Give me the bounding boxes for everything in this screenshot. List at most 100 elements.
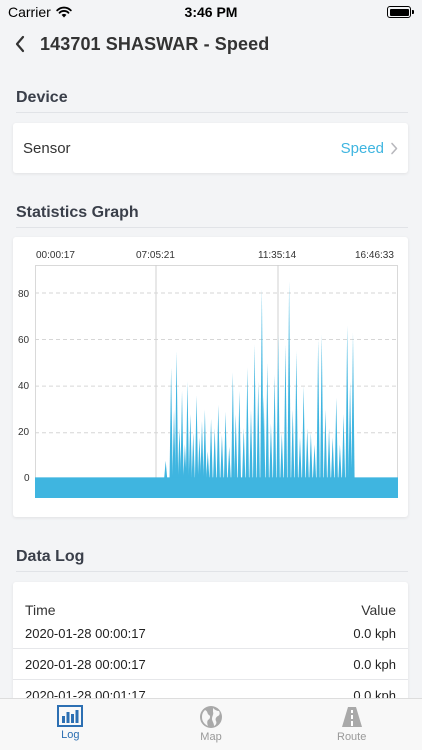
zero-baseline-band	[35, 477, 398, 498]
grid-lines	[35, 292, 398, 434]
page-title: 143701 SHASWAR - Speed	[40, 33, 270, 54]
table-row[interactable]: 2020-01-28 00:00:17 0.0 kph	[13, 649, 408, 680]
speed-spike	[312, 444, 317, 480]
speed-spike	[177, 428, 182, 480]
speed-spike	[206, 451, 210, 480]
road-icon	[341, 707, 362, 727]
log-cell-time: 2020-01-28 00:00:17	[25, 656, 146, 672]
speed-spike	[242, 428, 246, 480]
nav-bar: 143701 SHASWAR - Speed	[0, 28, 422, 60]
speed-spike	[331, 437, 335, 480]
log-header-row: Time Value	[13, 582, 408, 618]
device-card: Sensor Speed	[13, 123, 408, 173]
tab-map[interactable]: Map	[141, 699, 282, 750]
log-cell-time: 2020-01-28 00:00:17	[25, 625, 146, 641]
speed-spike	[197, 437, 202, 480]
battery-icon	[387, 6, 411, 18]
section-divider	[16, 227, 408, 228]
tab-label: Log	[61, 729, 80, 741]
speed-spike	[203, 409, 207, 480]
y-tick-label: 60	[18, 335, 30, 346]
sensor-row[interactable]: Sensor Speed	[13, 123, 408, 173]
speed-spike	[174, 351, 179, 480]
speed-spike	[249, 409, 253, 480]
speed-spike	[200, 421, 204, 480]
table-row[interactable]: 2020-01-28 00:00:17 0.0 kph	[13, 618, 408, 649]
speed-spike	[272, 374, 277, 480]
speed-spike	[185, 381, 190, 480]
speed-spike	[223, 411, 228, 480]
tab-label: Route	[337, 731, 367, 743]
time-tick-label: 16:46:33	[355, 250, 394, 261]
speed-spike	[245, 367, 249, 480]
speed-spike	[231, 372, 235, 480]
speed-spike	[209, 418, 213, 480]
y-tick-label: 80	[18, 289, 30, 300]
time-tick-label: 11:35:14	[258, 250, 297, 261]
data-log-section-title: Data Log	[16, 548, 85, 565]
log-header-time: Time	[25, 602, 56, 618]
speed-spike	[305, 428, 309, 480]
speed-spike	[260, 288, 264, 480]
y-tick-label: 0	[24, 473, 30, 484]
globe-icon	[200, 706, 222, 728]
speed-spike	[302, 386, 306, 480]
speed-spike	[253, 344, 257, 480]
speed-spike	[327, 428, 331, 480]
speed-spike	[283, 344, 288, 480]
speed-spike	[213, 428, 217, 480]
speed-spike	[348, 381, 352, 480]
sensor-value: Speed	[341, 140, 398, 157]
time-tick-label: 00:00:17	[36, 250, 75, 261]
speed-spike	[169, 367, 173, 480]
status-left: Carrier	[0, 4, 72, 20]
graph-section-title: Statistics Graph	[16, 204, 139, 221]
section-divider	[16, 112, 408, 113]
carrier-label: Carrier	[8, 4, 51, 20]
log-cell-value: 0.0 kph	[353, 625, 396, 641]
speed-spike	[180, 390, 184, 480]
tab-route[interactable]: Route	[281, 699, 422, 750]
speed-spike	[256, 381, 260, 480]
speed-spike	[269, 423, 273, 480]
y-tick-label: 40	[18, 381, 30, 392]
speed-spike	[216, 404, 220, 480]
tab-log[interactable]: Log	[0, 699, 141, 750]
speed-spike	[237, 390, 241, 480]
bar-chart-icon	[57, 705, 84, 727]
sensor-label: Sensor	[23, 139, 71, 157]
speed-spike	[183, 444, 187, 480]
speed-spike	[334, 397, 338, 480]
speed-spike	[188, 414, 192, 480]
log-cell-value: 0.0 kph	[353, 656, 396, 672]
speed-spike	[338, 444, 342, 480]
wifi-icon	[56, 6, 72, 18]
speed-series	[164, 281, 355, 480]
section-divider	[16, 571, 408, 572]
speed-spike	[291, 409, 295, 480]
device-section-title: Device	[16, 89, 68, 106]
speed-spike	[294, 351, 298, 480]
speed-spike	[323, 409, 327, 480]
speed-spike	[351, 332, 355, 480]
status-right	[387, 6, 422, 18]
status-bar: Carrier 3:46 PM	[0, 0, 422, 24]
time-tick-label: 07:05:21	[136, 250, 175, 261]
speed-spike	[309, 432, 313, 480]
graph-card: 00:00:17 07:05:21 11:35:14 16:46:33 80 6…	[13, 237, 408, 517]
speed-spike	[287, 281, 291, 480]
speed-spike	[280, 432, 284, 480]
speed-spike	[341, 414, 346, 480]
speed-spike	[194, 395, 199, 480]
speed-spike	[227, 446, 231, 480]
tab-label: Map	[200, 731, 222, 743]
log-header-value: Value	[361, 602, 396, 618]
speed-spike	[265, 362, 269, 480]
y-tick-label: 20	[18, 427, 30, 438]
tab-bar: Log Map Route	[0, 698, 422, 750]
speed-spike	[172, 409, 176, 480]
speed-spike	[262, 395, 266, 480]
back-button[interactable]	[0, 28, 40, 60]
speed-spike	[191, 432, 195, 480]
speed-spike	[164, 460, 168, 480]
